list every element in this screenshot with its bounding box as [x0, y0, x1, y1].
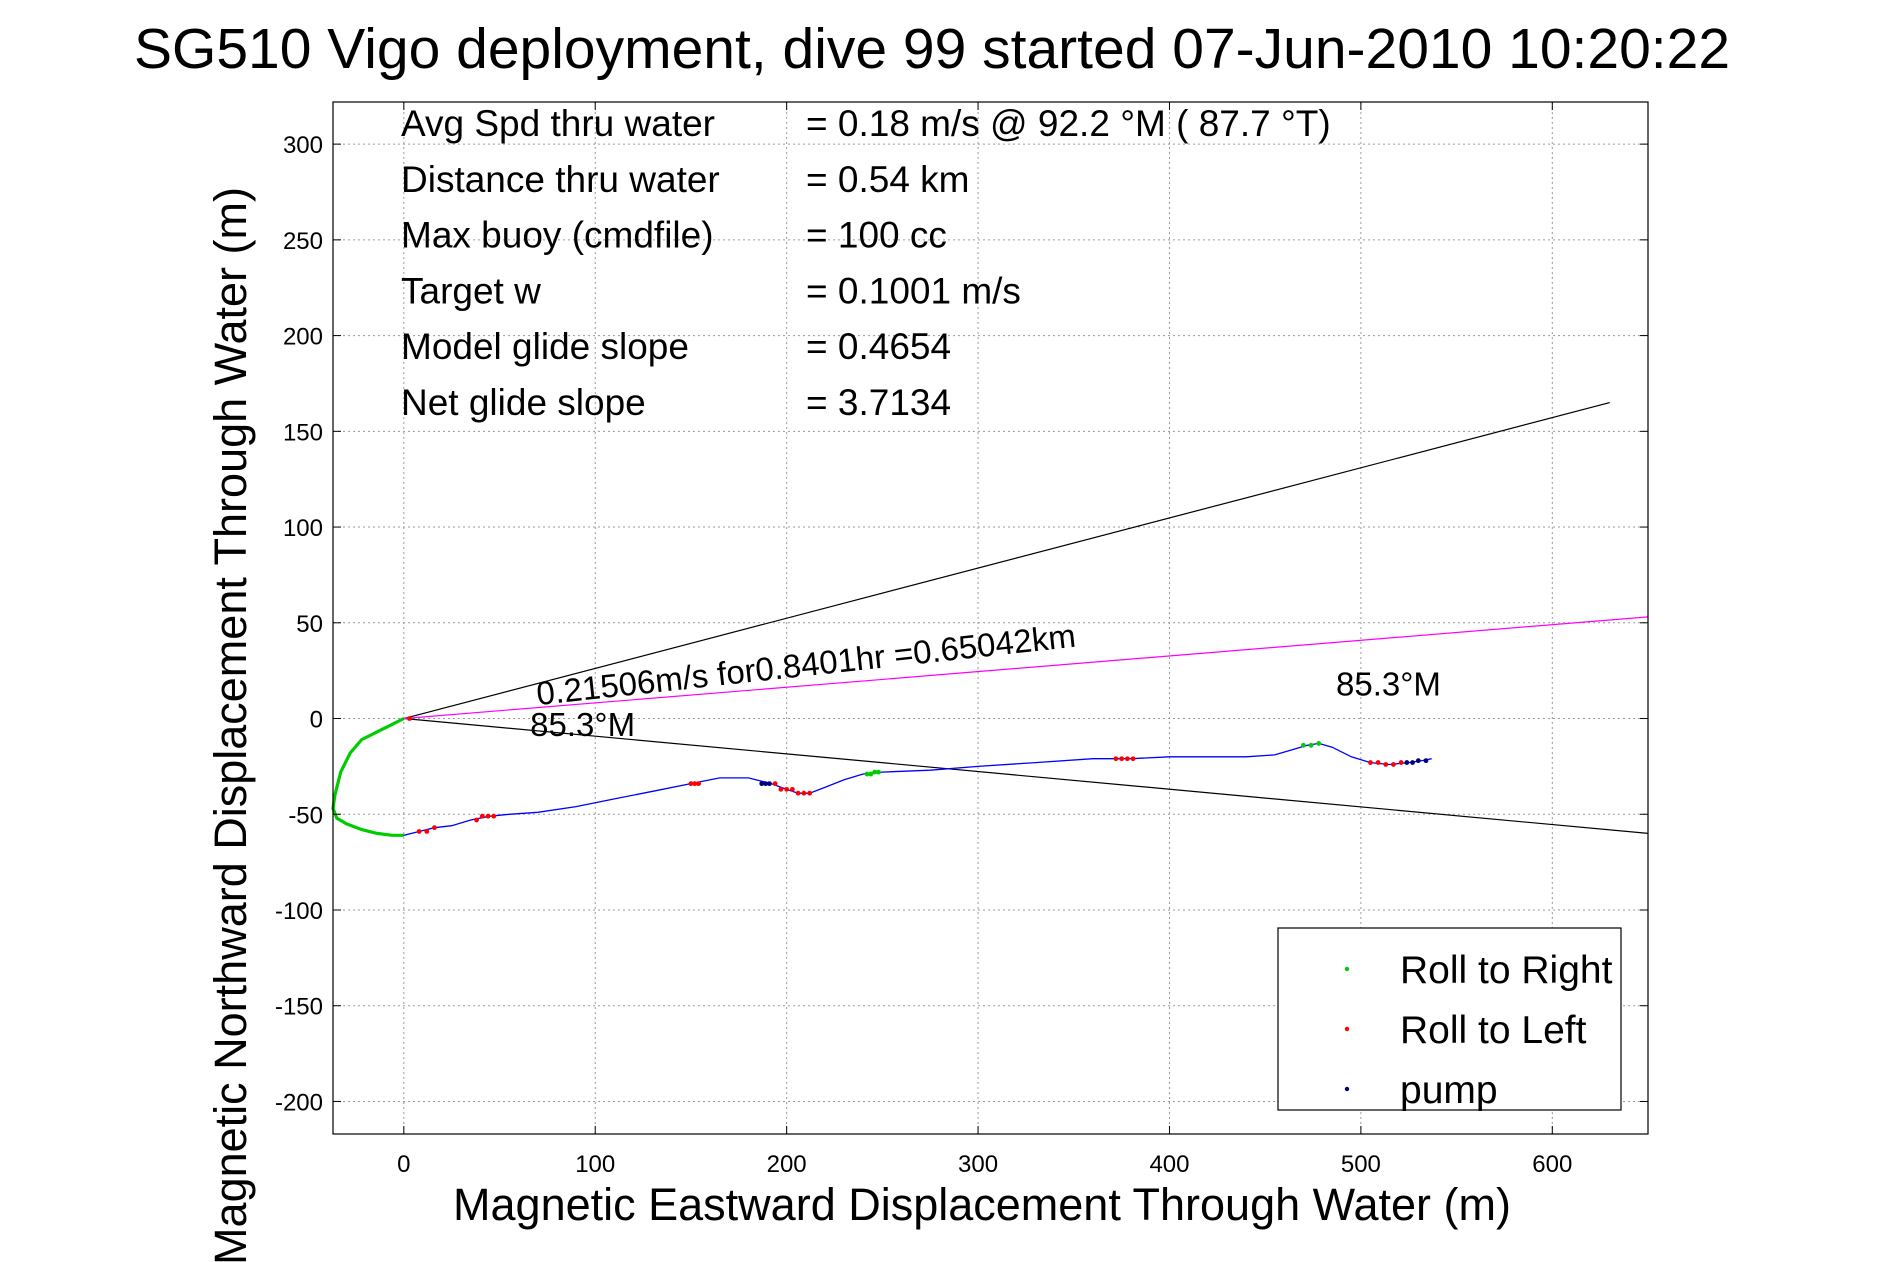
maneuver-marker	[1391, 762, 1396, 767]
maneuver-marker	[789, 786, 795, 792]
y-tick-label: 100	[283, 515, 323, 542]
stats-panel: Avg Spd thru water = 0.18 m/s @ 92.2 °M (…	[401, 103, 1331, 423]
maneuver-marker	[1316, 741, 1322, 746]
y-tick-label: -100	[275, 898, 323, 925]
maneuver-marker	[795, 790, 801, 796]
maneuver-marker	[696, 781, 701, 787]
x-tick-label: 300	[958, 1151, 998, 1178]
maneuver-marker	[876, 769, 881, 775]
maneuver-marker	[1415, 758, 1421, 764]
ticks	[333, 102, 1648, 1134]
current-line	[403, 616, 1649, 720]
maneuver-marker	[479, 813, 485, 819]
series-layer	[331, 402, 1649, 837]
maneuver-marker	[759, 781, 765, 787]
legend-marker	[1344, 1026, 1350, 1032]
stat-value: = 0.1001 m/s	[806, 270, 1021, 311]
maneuver-marker	[1119, 756, 1125, 762]
x-tick-label: 200	[767, 1151, 807, 1178]
legend-marker	[1344, 1086, 1350, 1092]
maneuver-marker	[474, 817, 479, 823]
y-axis-label: Magnetic Northward Displacement Through …	[205, 187, 256, 1262]
maneuver-marker	[688, 781, 694, 787]
stat-value: = 100 cc	[806, 215, 947, 256]
maneuver-marker	[1375, 760, 1381, 765]
glide-cone-line	[403, 717, 1649, 834]
legend: Roll to Right Roll to Left pump	[1277, 927, 1622, 1112]
y-tick-label: 300	[283, 132, 323, 159]
maneuver-marker	[432, 825, 437, 831]
heading-annotation-near: 85.3°M	[530, 706, 635, 743]
legend-label: pump	[1400, 1069, 1498, 1112]
maneuver-marker	[868, 771, 874, 777]
maneuver-marker	[1130, 756, 1136, 762]
stat-label: Target w	[401, 270, 541, 311]
y-tick-label: -200	[275, 1089, 323, 1116]
maneuver-marker	[1113, 756, 1119, 762]
maneuver-marker	[1383, 762, 1389, 767]
maneuver-marker	[1398, 760, 1404, 765]
y-tick-label: 150	[283, 419, 323, 446]
maneuver-marker	[1308, 742, 1314, 748]
maneuver-marker	[1404, 760, 1410, 765]
stat-value: = 0.4654	[806, 326, 951, 367]
y-tick-label: 0	[310, 707, 323, 734]
tick-labels: 0 100 200 300 400 500 600 -200 -150 -100 -50 0 50 100…	[275, 132, 1572, 1178]
x-tick-label: 0	[397, 1151, 410, 1178]
y-tick-label: -150	[275, 994, 323, 1021]
glide-cone-line	[403, 402, 1610, 720]
x-tick-label: 500	[1341, 1151, 1381, 1178]
maneuver-marker	[692, 781, 698, 787]
stat-label: Distance thru water	[401, 159, 720, 200]
y-tick-label: 50	[296, 611, 323, 638]
maneuver-marker	[1301, 742, 1306, 748]
maneuver-marker	[1410, 760, 1415, 765]
stat-label: Max buoy (cmdfile)	[401, 215, 714, 256]
stat-label: Net glide slope	[401, 382, 646, 423]
y-tick-label: -50	[288, 802, 323, 829]
x-tick-label: 600	[1532, 1151, 1572, 1178]
maneuver-marker	[864, 771, 870, 777]
stat-value: = 0.18 m/s @ 92.2 °M ( 87.7 °T)	[806, 103, 1331, 144]
maneuver-marker	[407, 716, 412, 721]
x-tick-label: 100	[575, 1151, 615, 1178]
stat-label: Avg Spd thru water	[401, 103, 715, 144]
x-axis-label: Magnetic Eastward Displacement Through W…	[453, 1179, 1511, 1230]
maneuver-marker	[416, 829, 422, 834]
stat-label: Model glide slope	[401, 326, 689, 367]
maneuver-marker	[778, 786, 784, 792]
legend-label: Roll to Right	[1400, 949, 1613, 992]
y-tick-label: 200	[283, 324, 323, 351]
maneuver-marker	[801, 790, 807, 796]
plot-frame	[332, 101, 1649, 1135]
maneuver-marker	[491, 813, 497, 819]
roll-right-marker-run	[331, 717, 405, 837]
heading-annotation-far: 85.3°M	[1336, 666, 1441, 703]
x-tick-label: 400	[1149, 1151, 1189, 1178]
maneuver-marker	[485, 813, 491, 819]
maneuver-marker	[767, 781, 772, 787]
legend-label: Roll to Left	[1400, 1009, 1587, 1052]
chart-title: SG510 Vigo deployment, dive 99 started 0…	[134, 17, 1730, 81]
maneuver-marker	[1124, 756, 1130, 762]
maneuver-marker	[772, 781, 778, 787]
maneuver-marker	[807, 790, 813, 796]
stat-value: = 3.7134	[806, 382, 951, 423]
maneuver-marker	[763, 781, 768, 787]
maneuver-marker	[1423, 758, 1429, 764]
legend-box	[1277, 927, 1622, 1111]
maneuver-marker	[784, 786, 790, 792]
stat-value: = 0.54 km	[806, 159, 970, 200]
maneuver-marker	[1368, 760, 1373, 765]
maneuver-marker	[872, 769, 878, 775]
legend-marker	[1344, 966, 1350, 972]
maneuver-marker	[424, 829, 430, 834]
y-tick-label: 250	[283, 228, 323, 255]
